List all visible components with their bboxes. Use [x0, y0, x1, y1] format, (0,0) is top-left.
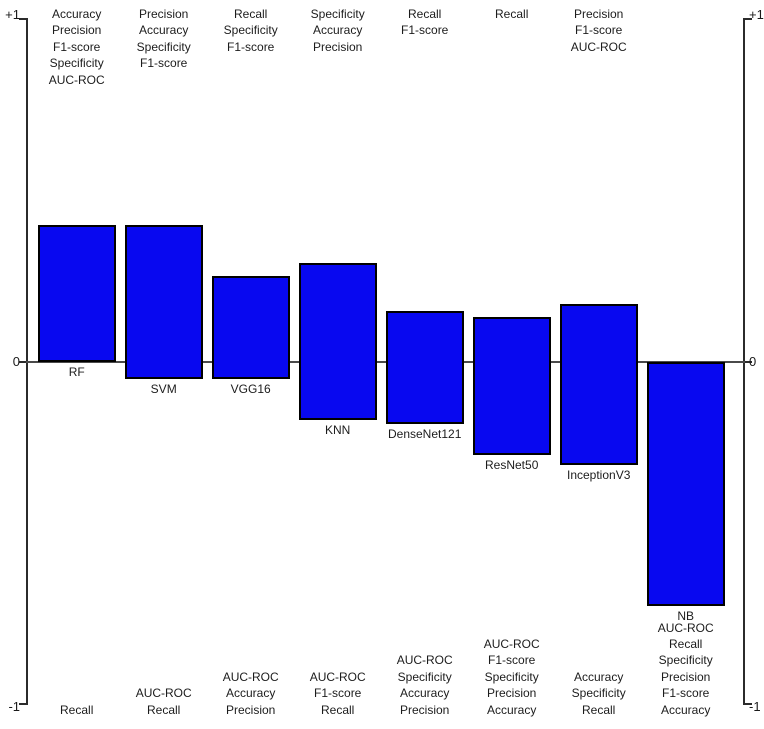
metric-label: Accuracy [400, 686, 450, 701]
model-label-inceptionv3: InceptionV3 [566, 467, 631, 482]
bottom-metrics-inceptionv3: Accuracy Specificity Recall [572, 669, 626, 718]
metric-label: Accuracy [661, 702, 711, 717]
zero-line [26, 361, 745, 363]
y-axis-label-plus1-right: +1 [749, 7, 764, 22]
y-axis-label-plus1-left: +1 [5, 7, 20, 22]
model-label-resnet50: ResNet50 [485, 457, 539, 472]
top-metrics-rf: Accuracy Precision F1-score Specificity AUC-… [49, 6, 105, 88]
model-label-densenet121: DenseNet121 [387, 426, 462, 441]
bar-rf [37, 224, 116, 362]
metric-label: Recall [60, 702, 94, 717]
bottom-metrics-vgg16: AUC-ROC Accuracy Precision [223, 669, 279, 718]
top-metrics-svm: Precision Accuracy Specificity F1-score [137, 6, 191, 72]
top-metrics-densenet121: Recall F1-score [401, 6, 448, 39]
metric-label: Accuracy [226, 686, 276, 701]
metric-label: Precision [487, 686, 537, 701]
bar-densenet121 [385, 310, 464, 424]
metric-label: Precision [313, 39, 363, 54]
metric-label: Specificity [136, 39, 191, 54]
metric-label: Recall [582, 702, 616, 717]
bar-vgg16 [211, 276, 290, 380]
metric-label: Specificity [49, 56, 104, 71]
top-metrics-knn: Specificity Accuracy Precision [311, 6, 365, 55]
y-axis-label-minus1-left: -1 [8, 699, 20, 714]
top-metrics-inceptionv3: Precision F1-score AUC-ROC [571, 6, 627, 55]
bottom-metrics-densenet121: AUC-ROC Specificity Accuracy Precision [397, 652, 453, 718]
metric-label: Precision [226, 702, 276, 717]
y-axis-tick [19, 703, 27, 705]
top-metrics-vgg16: Recall Specificity F1-score [224, 6, 278, 55]
metric-label: Specificity [310, 7, 365, 21]
y-axis-tick [19, 18, 27, 20]
metric-label: Precision [139, 7, 189, 21]
metric-label: Accuracy [313, 23, 363, 38]
metric-label: Accuracy [52, 7, 102, 21]
bottom-metrics-resnet50: AUC-ROC F1-score Specificity Precision Accur… [484, 636, 540, 718]
top-metrics-resnet50: Recall [495, 6, 528, 22]
metric-label: Recall [321, 702, 355, 717]
y-axis-label-minus1-right: -1 [749, 699, 761, 714]
metric-label: F1-score [401, 23, 449, 38]
bottom-metrics-nb: AUC-ROC Recall Specificity Precision F1-scor… [658, 620, 714, 718]
y-axis-label-zero-left: 0 [12, 354, 20, 369]
model-label-nb: NB [677, 608, 695, 623]
metric-label: Precision [574, 7, 624, 21]
metric-label: Recall [495, 7, 529, 21]
metric-label: F1-score [53, 39, 101, 54]
model-label-rf: RF [68, 365, 85, 379]
metric-label: AUC-ROC [483, 636, 540, 651]
metric-label: Precision [400, 702, 450, 717]
metric-label: Accuracy [139, 23, 189, 38]
metric-label: F1-score [140, 56, 188, 71]
metric-label: F1-score [488, 653, 536, 668]
y-axis-tick [744, 361, 752, 363]
model-label-svm: SVM [150, 382, 177, 397]
metric-label: Accuracy [574, 669, 624, 684]
metric-label: F1-score [662, 686, 710, 701]
metric-label: Specificity [484, 669, 539, 684]
bar-resnet50 [472, 317, 551, 455]
metric-label: F1-score [575, 23, 623, 38]
metric-label: Precision [661, 669, 711, 684]
bar-nb [646, 362, 725, 606]
bar-inceptionv3 [559, 303, 638, 465]
y-axis-label-zero-right: 0 [749, 354, 757, 369]
bar-knn [298, 262, 377, 421]
metric-label: F1-score [227, 39, 275, 54]
metric-label: AUC-ROC [48, 72, 105, 87]
metric-label: AUC-ROC [309, 669, 366, 684]
metric-label: Specificity [223, 23, 278, 38]
metric-label: Precision [52, 23, 102, 38]
metric-label: Specificity [571, 686, 626, 701]
bottom-metrics-rf: Recall [60, 702, 93, 718]
metric-label: Accuracy [487, 702, 537, 717]
bar-svm [124, 224, 203, 380]
bottom-metrics-svm: AUC-ROC Recall [136, 685, 192, 718]
y-axis-tick [744, 703, 752, 705]
metric-label: AUC-ROC [657, 620, 714, 635]
metric-label: Recall [147, 702, 181, 717]
y-axis-tick [744, 18, 752, 20]
metric-label: Recall [669, 636, 703, 651]
metric-label: AUC-ROC [396, 653, 453, 668]
metric-label: Recall [408, 7, 442, 21]
metric-label: Recall [234, 7, 268, 21]
metric-label: Specificity [397, 669, 452, 684]
metric-label: F1-score [314, 686, 362, 701]
metric-label: AUC-ROC [570, 39, 627, 54]
model-label-knn: KNN [325, 423, 351, 438]
model-label-vgg16: VGG16 [230, 382, 271, 397]
y-axis-tick [19, 361, 27, 363]
metric-label: Specificity [658, 653, 713, 668]
metric-label: AUC-ROC [222, 669, 279, 684]
bottom-metrics-knn: AUC-ROC F1-score Recall [310, 669, 366, 718]
metric-label: AUC-ROC [135, 686, 192, 701]
